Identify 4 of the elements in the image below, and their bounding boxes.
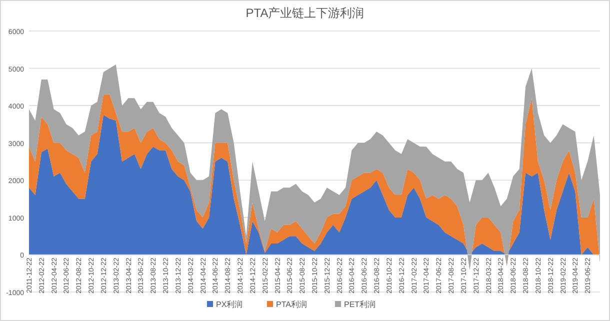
legend-label: PET利润 bbox=[344, 300, 376, 309]
legend-label: PTA利润 bbox=[276, 300, 307, 309]
legend-label: PX利润 bbox=[216, 300, 243, 309]
chart-title: PTA产业链上下游利润 bbox=[246, 6, 364, 20]
